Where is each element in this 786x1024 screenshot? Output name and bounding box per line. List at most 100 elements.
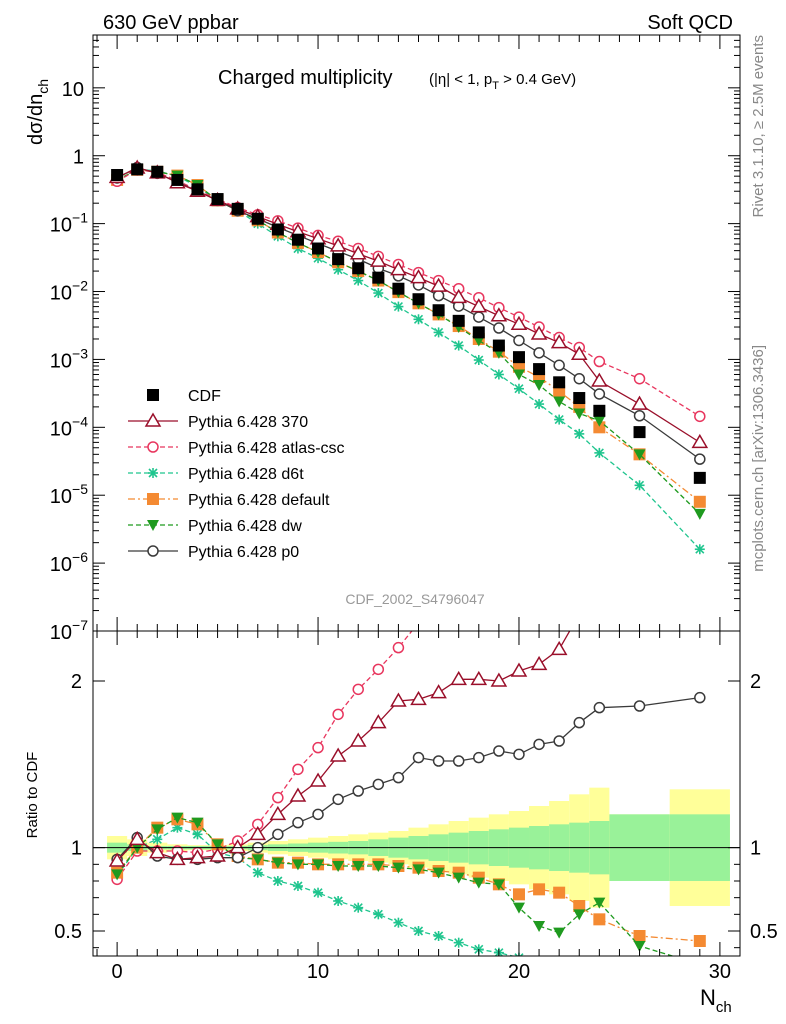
ratio-point-p370 — [169, 850, 186, 866]
ratio-point-p370 — [550, 640, 568, 656]
ratio-point-default — [573, 900, 586, 912]
point-p370 — [450, 288, 468, 304]
point-default — [693, 495, 706, 508]
ratio-point-p370 — [470, 670, 488, 686]
legend-entry-p0: Pythia 6.428 p0 — [128, 544, 299, 561]
ratio-point-d6t — [393, 917, 404, 928]
point-d6t — [534, 399, 545, 410]
ratio-y-tick-label: 1 — [71, 838, 82, 860]
legend-label: Pythia 6.428 default — [188, 492, 330, 509]
legend-marker — [147, 520, 159, 531]
series-atlas — [111, 164, 706, 423]
point-cdf — [312, 242, 325, 255]
ratio-point-p370 — [490, 672, 508, 687]
main-title-cut: (|η| < 1, pT > 0.4 GeV) — [429, 71, 576, 92]
ratio-point-dw — [171, 812, 184, 824]
point-p0 — [694, 453, 706, 465]
main-title: Charged multiplicity — [218, 67, 393, 89]
ratio-panel: 0.5 0.51 12 20 10 20 30 Ratio to CDF Nch — [24, 630, 778, 1016]
y-tick-label: 10−4 — [50, 413, 88, 440]
ratio-point-d6t — [252, 867, 263, 878]
ratio-point-d6t — [554, 961, 564, 971]
ratio-series-atlas — [111, 631, 413, 886]
legend-marker — [147, 493, 159, 505]
point-d6t — [433, 327, 444, 338]
ratio-y-axis-label: Ratio to CDF — [24, 752, 41, 839]
y-tick-label: 10−7 — [50, 617, 88, 644]
point-d6t — [373, 288, 384, 299]
ratio-point-atlas — [292, 763, 304, 776]
point-cdf — [412, 293, 425, 306]
ratio-series-group — [108, 631, 706, 971]
ratio-point-default — [633, 930, 646, 942]
ratio-point-dw — [573, 909, 586, 921]
legend-label: Pythia 6.428 p0 — [188, 544, 299, 561]
legend-label: Pythia 6.428 d6t — [188, 466, 304, 483]
y-tick-label: 10−6 — [50, 549, 88, 576]
ratio-point-dw — [191, 817, 204, 829]
ratio-point-dw — [633, 941, 646, 952]
ratio-point-p370 — [349, 732, 367, 747]
ratio-panel-frame — [92, 630, 741, 957]
legend-label: Pythia 6.428 370 — [188, 414, 308, 431]
point-d6t — [493, 369, 504, 380]
ratio-point-atlas — [372, 663, 385, 676]
point-p0 — [553, 359, 565, 372]
ratio-point-p0 — [392, 771, 405, 784]
point-cdf — [131, 163, 144, 176]
ratio-point-p0 — [573, 716, 586, 729]
point-d6t — [453, 340, 464, 351]
ratio-series-p370 — [108, 631, 571, 867]
header-process-label: Soft QCD — [647, 12, 733, 34]
ratio-line-atlas — [116, 631, 413, 880]
point-dw — [512, 369, 525, 381]
ratio-point-d6t — [333, 896, 344, 906]
point-p0 — [633, 410, 646, 422]
x-axis-label: Nch — [700, 985, 732, 1016]
ratio-point-p0 — [332, 793, 344, 806]
point-cdf — [392, 282, 405, 295]
ratio-point-atlas — [272, 791, 284, 804]
legend-entry-dw: Pythia 6.428 dw — [128, 518, 302, 535]
y-tick-label: 10−5 — [50, 481, 88, 508]
point-cdf — [432, 304, 445, 317]
point-p0 — [513, 334, 525, 347]
point-d6t — [473, 355, 484, 366]
ratio-point-d6t — [152, 834, 163, 845]
point-d6t — [574, 428, 585, 439]
ratio-point-atlas — [312, 741, 324, 754]
y-tick-label: 1 — [73, 147, 84, 169]
main-panel: Charged multiplicity (|η| < 1, pT > 0.4 … — [25, 34, 741, 644]
legend-entry-atlas: Pythia 6.428 atlas-csc — [128, 440, 345, 457]
point-cdf — [271, 223, 284, 236]
point-p370 — [430, 277, 447, 292]
point-cdf — [191, 183, 204, 196]
ratio-point-p370 — [209, 847, 226, 862]
ratio-point-default — [533, 883, 546, 896]
line-atlas — [116, 169, 701, 417]
point-cdf — [111, 169, 124, 182]
legend-marker — [148, 468, 158, 478]
point-p0 — [593, 388, 606, 400]
ratio-point-p0 — [272, 828, 284, 841]
ratio-point-dw — [271, 857, 284, 869]
point-d6t — [594, 447, 605, 458]
ratio-point-d6t — [453, 937, 464, 948]
point-p370 — [410, 269, 427, 284]
ratio-point-dw — [372, 861, 385, 872]
main-y-axis-label: dσ/dnch — [25, 79, 51, 145]
ratio-point-atlas — [352, 683, 364, 696]
point-p370 — [530, 325, 548, 340]
ratio-point-dw — [151, 824, 164, 836]
ratio-point-p370 — [530, 655, 548, 671]
ratio-point-dw — [472, 877, 485, 889]
legend-marker — [147, 441, 159, 453]
ratio-point-p370 — [289, 787, 307, 802]
ratio-point-atlas — [332, 708, 344, 721]
ratio-y-tick-label: 2 — [71, 671, 82, 693]
point-dw — [533, 379, 546, 391]
ratio-point-atlas — [392, 641, 405, 654]
line-dw — [116, 169, 701, 515]
ratio-point-dw — [533, 921, 546, 932]
